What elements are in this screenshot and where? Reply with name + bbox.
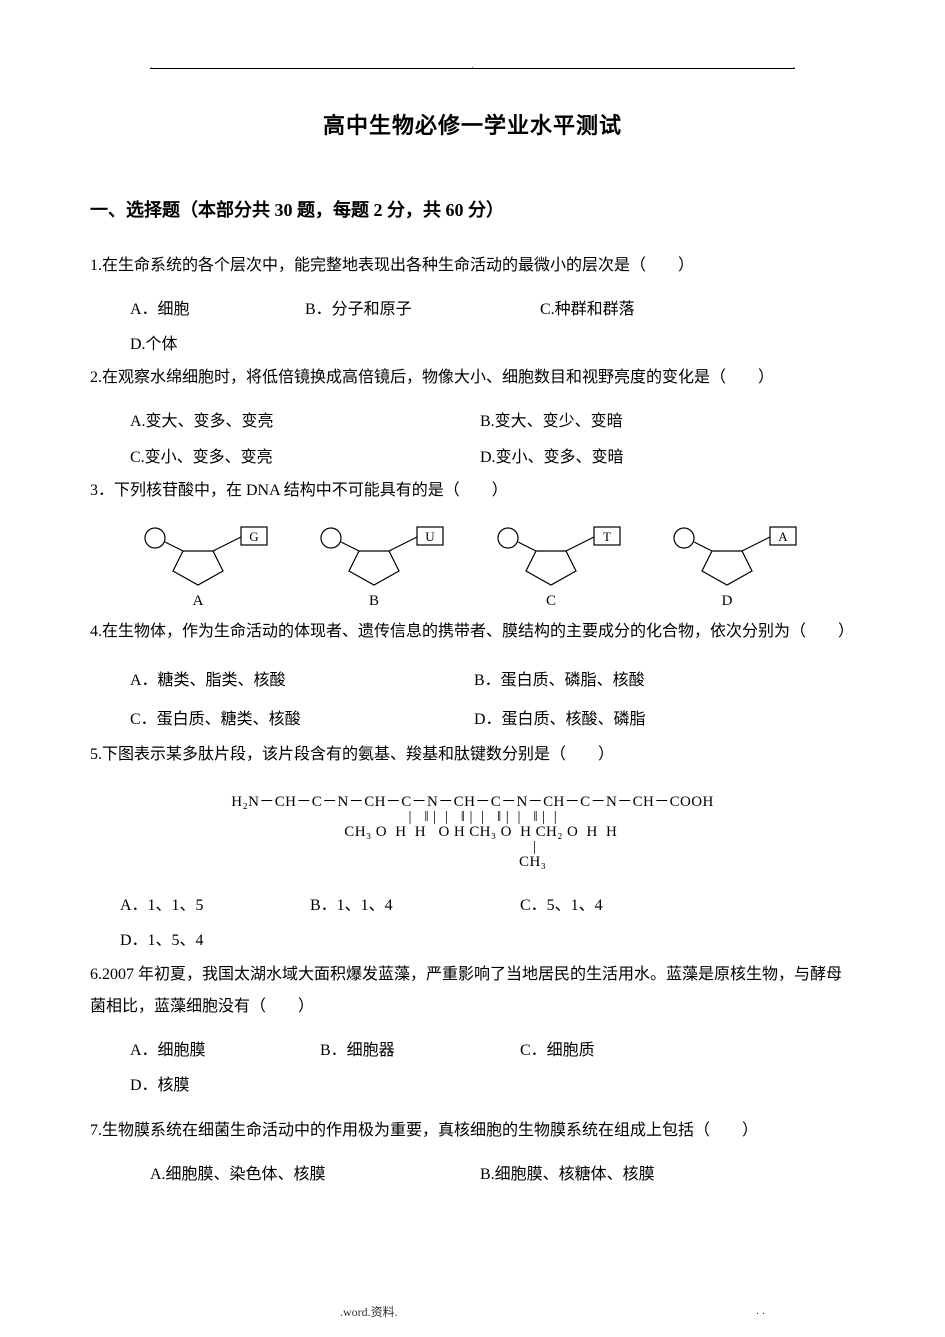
formula-l1: H₂N－CH－C－N－CH－C－N－CH－C－N－CH－C－N－CH－COOH: [90, 795, 855, 810]
formula-l2: | ‖ | | ‖ | | ‖ | | ‖ | |: [90, 810, 855, 825]
base-label-b: U: [426, 529, 436, 544]
q2-option-d: D.变小、变多、变暗: [480, 440, 830, 475]
question-3-text: 3．下列核苷酸中，在 DNA 结构中不可能具有的是（ ）: [90, 482, 508, 499]
question-5-text: 5.下图表示某多肽片段，该片段含有的氨基、羧基和肽键数分别是（ ）: [90, 746, 614, 763]
question-2: 2.在观察水绵细胞时，将低倍镜换成高倍镜后，物像大小、细胞数目和视野亮度的变化是…: [90, 362, 855, 394]
q4-option-c: C．蛋白质、糖类、核酸: [130, 701, 470, 739]
question-4-options: A．糖类、脂类、核酸 B．蛋白质、磷脂、核酸 C．蛋白质、糖类、核酸 D．蛋白质…: [130, 662, 855, 739]
q1-option-d: D.个体: [130, 327, 270, 362]
question-5: 5.下图表示某多肽片段，该片段含有的氨基、羧基和肽键数分别是（ ）: [90, 739, 855, 771]
question-2-options: A.变大、变多、变亮 B.变大、变少、变暗 C.变小、变多、变亮 D.变小、变多…: [130, 404, 855, 474]
q2-option-c: C.变小、变多、变亮: [130, 440, 480, 475]
q2-option-b: B.变大、变少、变暗: [480, 404, 830, 439]
q5-option-a: A．1、1、5: [120, 888, 310, 923]
question-3-diagrams: G A U B T C: [120, 521, 825, 601]
formula-l3: CH₃ O H H O H CH₃ O H CH₂ O H H: [90, 825, 855, 840]
q6-option-a: A．细胞膜: [130, 1033, 320, 1068]
q5-option-d: D．1、5、4: [120, 923, 270, 958]
question-6: 6.2007 年初夏，我国太湖水域大面积爆发蓝藻，严重影响了当地居民的生活用水。…: [90, 959, 855, 1023]
base-label-d: A: [778, 529, 788, 544]
header-rule: [150, 68, 795, 69]
nucleotide-b: U B: [309, 521, 459, 601]
q2-option-a: A.变大、变多、变亮: [130, 404, 480, 439]
q1-option-c: C.种群和群落: [540, 292, 750, 327]
q5-option-c: C．5、1、4: [520, 888, 710, 923]
question-4: 4.在生物体，作为生命活动的体现者、遗传信息的携带者、膜结构的主要成分的化合物，…: [90, 611, 855, 653]
nucleotide-c: T C: [486, 521, 636, 601]
question-6-options: A．细胞膜 B．细胞器 C．细胞质 D．核膜: [130, 1033, 855, 1103]
q6-option-c: C．细胞质: [520, 1033, 720, 1068]
section-1-header: 一、选择题（本部分共 30 题，每题 2 分，共 60 分）: [90, 196, 855, 222]
q1-option-b: B．分子和原子: [305, 292, 540, 327]
base-label-c: T: [603, 529, 611, 544]
formula-l5: CH₃: [90, 855, 855, 870]
question-7: 7.生物膜系统在细菌生命活动中的作用极为重要，真核细胞的生物膜系统在组成上包括（…: [90, 1115, 855, 1147]
question-1-text: 1.在生命系统的各个层次中，能完整地表现出各种生命活动的最微小的层次是（ ）: [90, 257, 694, 274]
diagram-label-a: A: [193, 593, 204, 609]
nucleotide-a: G A: [133, 521, 283, 601]
page-title: 高中生物必修一学业水平测试: [90, 108, 855, 140]
q5-option-b: B．1、1、4: [310, 888, 520, 923]
q4-option-d: D．蛋白质、核酸、磷脂: [474, 701, 814, 739]
q4-option-b: B．蛋白质、磷脂、核酸: [474, 662, 814, 700]
question-7-text: 7.生物膜系统在细菌生命活动中的作用极为重要，真核细胞的生物膜系统在组成上包括（…: [90, 1122, 758, 1139]
footer-left: .word.资料.: [340, 1303, 398, 1320]
question-4-text: 4.在生物体，作为生命活动的体现者、遗传信息的携带者、膜结构的主要成分的化合物，…: [90, 623, 854, 640]
nucleotide-d: A D: [662, 521, 812, 601]
question-5-options: A．1、1、5 B．1、1、4 C．5、1、4 D．1、5、4: [120, 888, 855, 958]
diagram-label-d: D: [721, 593, 732, 609]
q1-option-a: A．细胞: [130, 292, 305, 327]
question-6-text: 6.2007 年初夏，我国太湖水域大面积爆发蓝藻，严重影响了当地居民的生活用水。…: [90, 966, 842, 1015]
q4-option-a: A．糖类、脂类、核酸: [130, 662, 470, 700]
question-3: 3．下列核苷酸中，在 DNA 结构中不可能具有的是（ ）: [90, 475, 855, 507]
q6-option-b: B．细胞器: [320, 1033, 520, 1068]
peptide-formula: H₂N－CH－C－N－CH－C－N－CH－C－N－CH－C－N－CH－COOH …: [90, 795, 855, 870]
diagram-label-c: C: [546, 593, 556, 609]
base-label-a: G: [249, 529, 258, 544]
question-1-options: A．细胞 B．分子和原子 C.种群和群落 D.个体: [130, 292, 855, 362]
q7-option-b: B.细胞膜、核糖体、核膜: [480, 1157, 810, 1192]
question-7-options: A.细胞膜、染色体、核膜 B.细胞膜、核糖体、核膜: [150, 1157, 855, 1192]
footer-right: . .: [756, 1303, 765, 1318]
diagram-label-b: B: [369, 593, 379, 609]
formula-l4: |: [90, 840, 855, 855]
q6-option-d: D．核膜: [130, 1068, 270, 1103]
exam-page: ... 高中生物必修一学业水平测试 一、选择题（本部分共 30 题，每题 2 分…: [0, 0, 945, 1337]
question-2-text: 2.在观察水绵细胞时，将低倍镜换成高倍镜后，物像大小、细胞数目和视野亮度的变化是…: [90, 369, 774, 386]
q7-option-a: A.细胞膜、染色体、核膜: [150, 1157, 480, 1192]
question-1: 1.在生命系统的各个层次中，能完整地表现出各种生命活动的最微小的层次是（ ）: [90, 250, 855, 282]
